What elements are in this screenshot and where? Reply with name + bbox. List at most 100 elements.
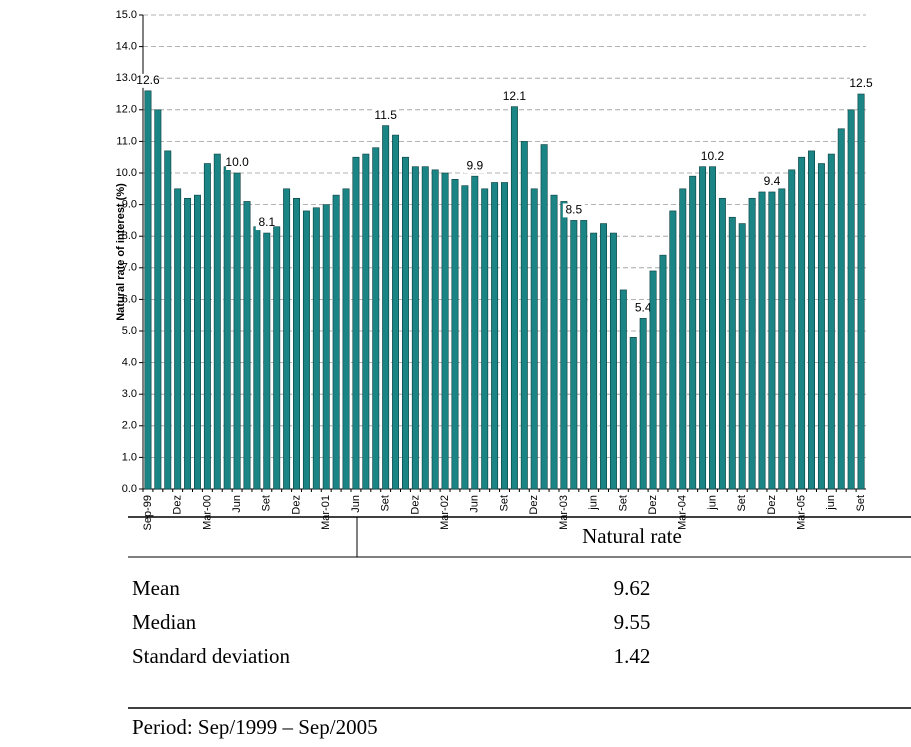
- data-label: 10.0: [225, 155, 249, 169]
- bar: [817, 163, 825, 490]
- bar: [768, 191, 776, 490]
- table-header: Natural rate: [582, 524, 682, 548]
- bar: [352, 156, 360, 490]
- y-tick-label: 12.0: [116, 104, 137, 116]
- bar: [738, 223, 746, 490]
- bar: [699, 166, 707, 490]
- label-background: [374, 108, 397, 123]
- table-note: Period: Sep/1999 – Sep/2005: [132, 715, 378, 739]
- x-tick-label: Dez: [290, 495, 302, 515]
- bar: [332, 194, 340, 490]
- y-tick-label: 6.0: [122, 293, 137, 305]
- x-tick-label: Dez: [766, 495, 778, 515]
- bar: [411, 166, 419, 490]
- bar: [253, 226, 261, 490]
- data-label: 12.6: [136, 73, 160, 87]
- x-tick-label: Dez: [409, 495, 421, 515]
- row-label: Standard deviation: [132, 644, 291, 668]
- x-tick-label: Jun: [350, 495, 362, 513]
- bar: [609, 232, 617, 490]
- label-background: [701, 149, 724, 164]
- bar: [550, 194, 558, 490]
- x-tick-label: jun: [588, 495, 600, 511]
- cell-value: 1.42: [614, 644, 651, 668]
- bar: [748, 197, 756, 490]
- bar: [530, 188, 538, 490]
- bar: [451, 179, 459, 490]
- bar: [659, 254, 667, 490]
- bar: [213, 153, 221, 490]
- x-tick-label: Set: [498, 495, 510, 512]
- y-tick-label: 1.0: [122, 451, 137, 463]
- bar: [203, 163, 211, 490]
- bar: [501, 182, 508, 490]
- bar: [372, 147, 380, 490]
- bar: [154, 109, 162, 490]
- bar: [679, 188, 687, 490]
- data-label: 9.4: [764, 174, 781, 188]
- x-tick-label: Mar-05: [796, 495, 808, 530]
- y-tick-label: 10.0: [116, 167, 137, 179]
- bar: [619, 289, 627, 490]
- y-tick-label: 4.0: [122, 357, 137, 369]
- data-label: 9.9: [466, 158, 483, 172]
- bar: [322, 204, 330, 490]
- x-tick-label: Mar-03: [558, 495, 570, 530]
- bar: [827, 153, 835, 490]
- bar: [629, 337, 637, 490]
- bar: [788, 169, 796, 490]
- bar: [778, 188, 786, 490]
- data-label: 5.4: [635, 301, 652, 315]
- bar: [431, 169, 439, 490]
- bar: [580, 220, 588, 490]
- x-tick-label: Mar-00: [201, 495, 213, 530]
- bar: [669, 210, 677, 490]
- data-label: 12.5: [849, 76, 873, 90]
- y-tick-label: 2.0: [122, 420, 137, 432]
- bar: [837, 128, 845, 490]
- bar: [144, 90, 152, 490]
- bar: [293, 197, 300, 490]
- label-background: [632, 301, 655, 316]
- cell-value: 9.55: [614, 610, 651, 634]
- bar: [649, 270, 657, 490]
- bar: [758, 191, 766, 490]
- bar: [481, 188, 489, 490]
- row-label: Median: [132, 610, 197, 634]
- bar: [471, 175, 479, 490]
- y-tick-label: 5.0: [122, 325, 137, 337]
- x-tick-label: Jun: [231, 495, 243, 513]
- bar: [798, 156, 806, 490]
- bar: [441, 172, 449, 490]
- bar: [718, 197, 726, 490]
- x-tick-label: Mar-02: [439, 495, 451, 530]
- x-tick-label: Mar-01: [320, 495, 332, 530]
- bar: [164, 150, 172, 490]
- bar: [590, 232, 598, 490]
- row-label: Mean: [132, 576, 180, 600]
- y-tick-label: 3.0: [122, 388, 137, 400]
- bar: [461, 185, 469, 490]
- x-tick-label: Dez: [528, 495, 540, 515]
- y-tick-label: 0.0: [122, 483, 137, 495]
- bar: [342, 188, 350, 490]
- label-background: [255, 216, 278, 231]
- x-tick-label: Set: [855, 495, 867, 512]
- y-tick-label: 8.0: [122, 230, 137, 242]
- label-background: [226, 156, 249, 170]
- x-tick-label: Set: [736, 495, 748, 512]
- y-tick-label: 14.0: [116, 41, 137, 53]
- y-tick-label: 15.0: [116, 9, 137, 21]
- bar: [639, 318, 647, 490]
- label-background: [562, 203, 585, 218]
- bar: [600, 223, 608, 490]
- bar: [302, 210, 310, 490]
- bar: [184, 197, 192, 490]
- x-tick-label: Set: [261, 495, 273, 512]
- bar: [540, 144, 548, 490]
- x-tick-label: jun: [825, 495, 837, 511]
- x-tick-label: Sep-99: [142, 495, 154, 530]
- bar: [421, 166, 429, 490]
